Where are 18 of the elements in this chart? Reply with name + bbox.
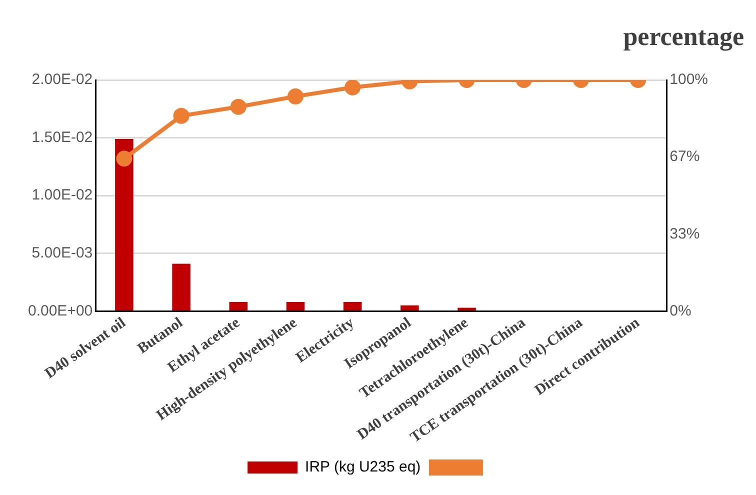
- y-tick-label: 2.00E-02: [32, 71, 93, 88]
- bar: [343, 302, 362, 310]
- y-tick-label: 1.50E-02: [32, 128, 93, 146]
- y2-tick-label: 100%: [670, 71, 708, 88]
- y2-axis-title: percentage: [623, 22, 744, 52]
- y-tick-label: 0.00E+00: [28, 302, 93, 320]
- bar: [286, 302, 305, 310]
- y-tick-label: 1.00E-02: [32, 186, 93, 204]
- bar: [229, 302, 248, 310]
- y2-tick-label: 33%: [670, 225, 700, 242]
- bar: [400, 305, 419, 310]
- legend-label: IRP (kg U235 eq): [305, 458, 421, 476]
- bar: [458, 308, 476, 310]
- bar: [172, 264, 190, 310]
- bar: [115, 138, 134, 310]
- y-tick-label: 5.00E-03: [32, 244, 93, 262]
- y2-tick-label: 0%: [670, 302, 692, 320]
- y2-tick-label: 67%: [670, 148, 700, 166]
